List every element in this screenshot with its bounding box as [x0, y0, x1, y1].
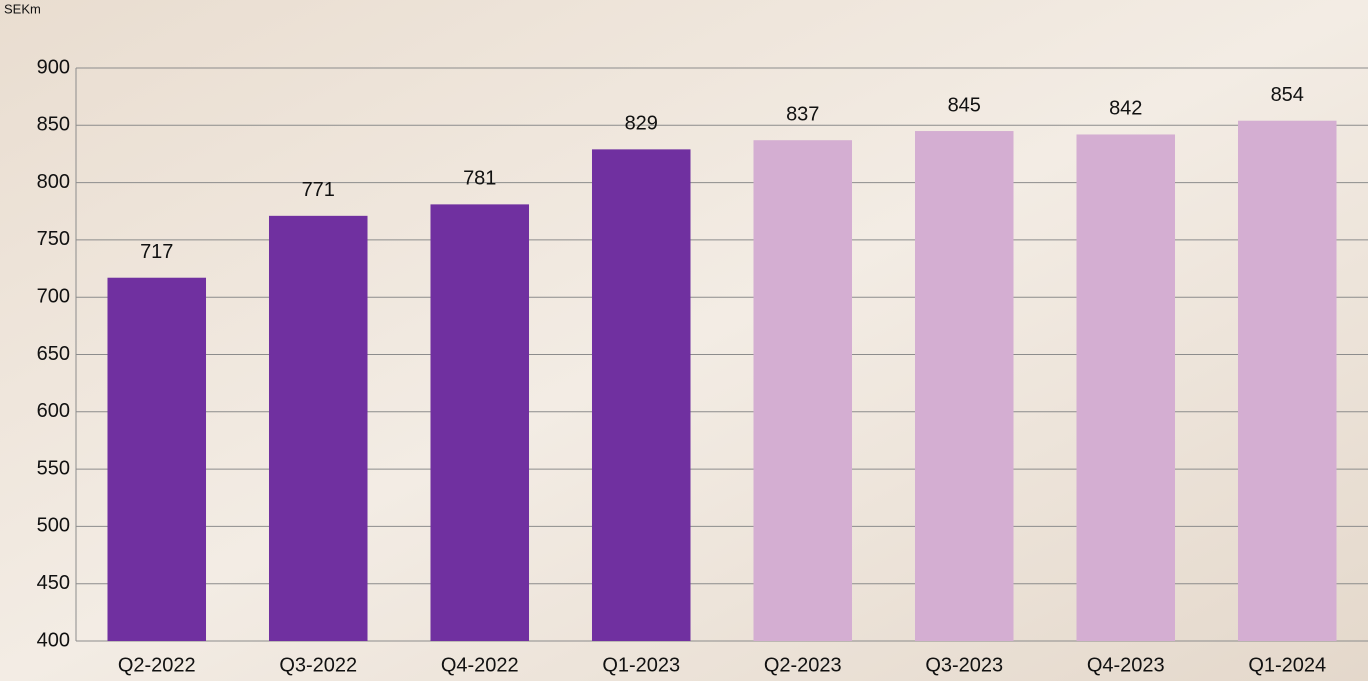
value-label: 837 [786, 103, 819, 125]
value-label: 781 [463, 168, 496, 190]
x-tick-label: Q2-2022 [118, 654, 196, 676]
value-label: 845 [948, 94, 981, 116]
y-tick-label: 400 [37, 629, 70, 651]
value-label: 771 [302, 179, 335, 201]
bar [1076, 134, 1176, 641]
y-tick-label: 700 [37, 285, 70, 307]
y-tick-label: 750 [37, 228, 70, 250]
bar [591, 149, 691, 641]
x-tick-label: Q1-2024 [1248, 654, 1326, 676]
x-tick-label: Q3-2023 [925, 654, 1003, 676]
y-tick-label: 650 [37, 343, 70, 365]
x-tick-label: Q1-2023 [602, 654, 680, 676]
y-tick-label: 600 [37, 400, 70, 422]
bar [107, 277, 207, 641]
y-tick-label: 900 [37, 56, 70, 78]
x-tick-label: Q2-2023 [764, 654, 842, 676]
value-label: 717 [140, 241, 173, 263]
bar [1237, 120, 1337, 641]
bar [753, 140, 853, 641]
value-label: 854 [1271, 84, 1304, 106]
value-label: 842 [1109, 98, 1142, 120]
y-tick-label: 850 [37, 114, 70, 136]
bar [914, 131, 1014, 641]
y-tick-label: 450 [37, 572, 70, 594]
bar [268, 215, 368, 642]
x-tick-label: Q4-2023 [1087, 654, 1165, 676]
axis-unit: SEKm [4, 1, 41, 16]
x-tick-label: Q3-2022 [279, 654, 357, 676]
y-tick-label: 500 [37, 515, 70, 537]
y-tick-label: 550 [37, 457, 70, 479]
y-tick-label: 800 [37, 171, 70, 193]
x-tick-label: Q4-2022 [441, 654, 519, 676]
value-label: 829 [625, 113, 658, 135]
bar [430, 204, 530, 641]
